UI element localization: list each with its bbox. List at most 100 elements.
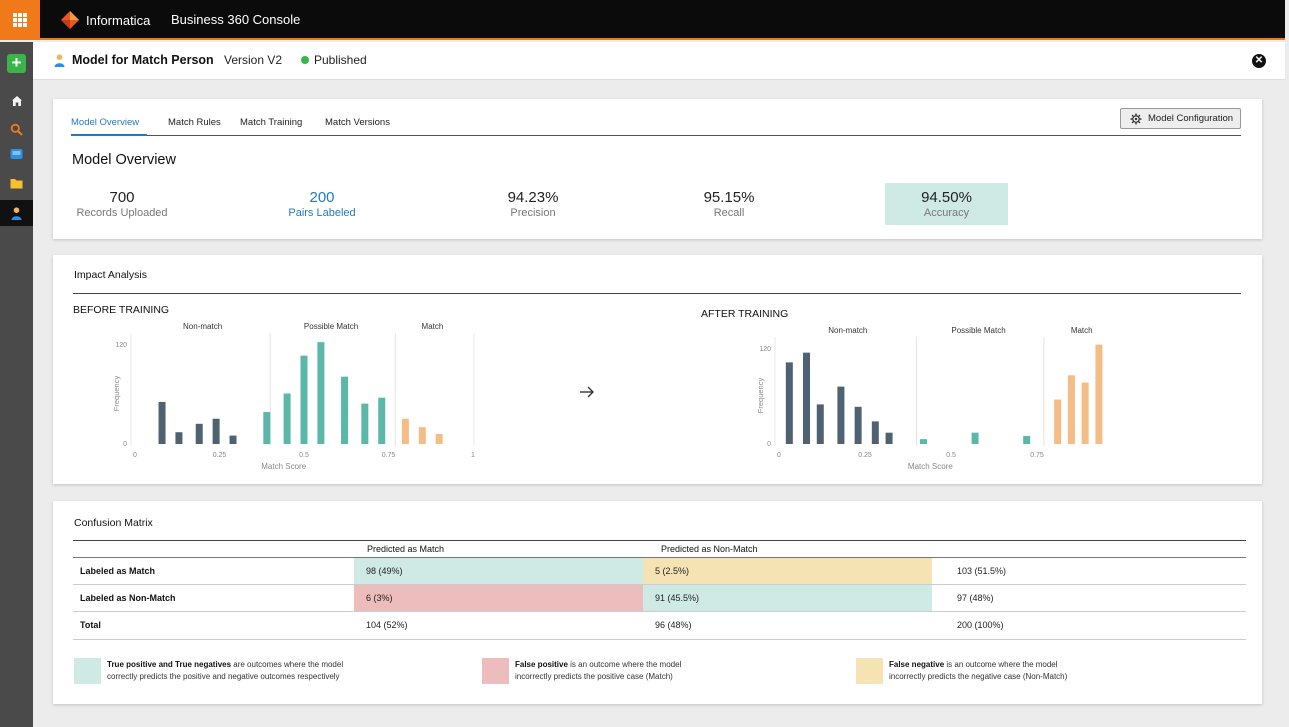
matrix-cell-false-negative: 5 (2.5%) [643, 558, 932, 584]
column-header: Predicted as Non-Match [661, 544, 758, 554]
matrix-cell-true-positive: 98 (49%) [354, 558, 643, 584]
x-axis-label: Match Score [908, 462, 953, 471]
after-training-histogram: Non-match Possible Match Match 120 0 Frequenc… [756, 326, 1103, 471]
before-training-title: BEFORE TRAINING [73, 304, 170, 316]
y-axis-label: Frequency [112, 376, 121, 412]
legend-swatch-false-positive [482, 658, 509, 684]
histogram-bar [854, 406, 862, 444]
region-label: Non-match [183, 322, 222, 331]
search-icon[interactable] [0, 116, 33, 142]
x-tick-label: 0 [777, 452, 781, 459]
app-switcher-button[interactable] [0, 0, 40, 40]
divider [73, 540, 1246, 541]
histogram-bar [785, 362, 793, 444]
grid-icon [13, 13, 27, 27]
x-tick-label: 1 [471, 452, 475, 459]
region-label: Possible Match [304, 322, 358, 331]
home-icon[interactable] [0, 88, 33, 114]
stat-label: Records Uploaded [76, 207, 168, 219]
histogram-bar [158, 401, 166, 444]
page-title: Model for Match Person [72, 53, 214, 67]
model-configuration-label: Model Configuration [1148, 113, 1234, 124]
histogram-bar [212, 418, 220, 444]
stat-label: Recall [713, 207, 745, 219]
matrix-cell-false-positive: 6 (3%) [354, 585, 643, 611]
histogram-bar [229, 435, 237, 444]
histogram-bar [816, 404, 824, 444]
legend-swatch-false-negative [856, 658, 883, 684]
y-tick-label: 120 [759, 346, 771, 353]
histogram-bar [871, 421, 879, 444]
active-tab-indicator [71, 134, 147, 136]
tab-model-overview[interactable]: Model Overview [71, 117, 140, 128]
legend-false-positive: False positive is an outcome where the m… [515, 659, 795, 683]
tab-match-training[interactable]: Match Training [240, 117, 303, 128]
stat-recall: 95.15% Recall [679, 183, 779, 225]
region-label: Possible Match [951, 326, 1005, 335]
x-tick-label: 0 [133, 452, 137, 459]
legend-term: True positive and True negatives [107, 660, 232, 669]
left-nav: + [0, 42, 33, 727]
histogram-bar [378, 397, 386, 444]
histogram-bar [317, 342, 325, 444]
tab-bar: Model Overview Match Rules Match Trainin… [71, 113, 1241, 136]
before-training-histogram: Non-match Possible Match Match 120 0 Frequenc… [112, 322, 475, 471]
legend-text: is an outcome where the model [944, 660, 1058, 669]
stat-value: 700 [109, 189, 135, 206]
status-badge: Published [314, 53, 367, 67]
x-tick-label: 0.25 [858, 452, 872, 459]
stat-value: 95.15% [703, 189, 755, 206]
inbox-icon[interactable] [0, 141, 33, 167]
folder-icon[interactable] [0, 170, 33, 196]
region-label: Match [1071, 326, 1093, 335]
gear-icon [1130, 113, 1142, 124]
brand[interactable]: Informatica [60, 10, 150, 30]
histogram-bar [1023, 435, 1031, 444]
stat-precision: 94.23% Precision [483, 183, 583, 225]
close-icon[interactable]: ✕ [1252, 54, 1266, 68]
after-training-title: AFTER TRAINING [701, 308, 789, 320]
histogram-bar [300, 355, 308, 444]
region-label: Match [422, 322, 444, 331]
divider [73, 584, 1246, 585]
y-tick-label: 0 [767, 441, 771, 448]
model-overview-card: Model Overview Match Rules Match Trainin… [53, 99, 1262, 239]
histogram-bar [283, 393, 291, 444]
person-icon[interactable] [0, 200, 33, 226]
region-label: Non-match [828, 326, 867, 335]
divider [73, 611, 1246, 612]
stat-records-uploaded: 700 Records Uploaded [73, 183, 171, 225]
stat-label: Pairs Labeled [288, 207, 356, 219]
legend-text: incorrectly predicts the negative case (… [889, 672, 1068, 681]
tab-match-versions[interactable]: Match Versions [325, 117, 390, 128]
top-bar: Informatica Business 360 Console [0, 0, 1285, 40]
y-tick-label: 120 [115, 342, 127, 349]
legend-text: is an outcome where the model [567, 660, 682, 669]
stat-pairs-labeled[interactable]: 200 Pairs Labeled [272, 183, 372, 225]
divider [73, 293, 1241, 294]
legend-false-negative: False negative is an outcome where the m… [889, 659, 1169, 683]
stat-value: 94.50% [921, 189, 972, 206]
histogram-bar [418, 427, 426, 444]
x-tick-label: 0.5 [299, 452, 309, 459]
histogram-bar [1067, 375, 1075, 444]
y-axis-label: Frequency [756, 378, 765, 414]
create-new-button[interactable]: + [7, 54, 26, 73]
histogram-bar [1054, 399, 1062, 444]
histogram-bar [1095, 344, 1103, 444]
person-icon [54, 54, 65, 67]
histogram-bar [195, 423, 203, 444]
tab-match-rules[interactable]: Match Rules [168, 117, 221, 128]
histogram-bar [971, 432, 979, 444]
informatica-logo-icon [61, 11, 79, 29]
page-header: Model for Match Person Version V2 Publis… [33, 42, 1285, 80]
divider [73, 557, 1246, 558]
histogram-bar [361, 403, 369, 444]
model-configuration-button[interactable]: Model Configuration [1120, 108, 1241, 129]
x-tick-label: 0.75 [382, 452, 396, 459]
histogram-bar [803, 352, 811, 444]
divider [73, 639, 1246, 640]
x-tick-label: 0.5 [946, 452, 956, 459]
histogram-bar [401, 418, 409, 444]
x-tick-label: 0.25 [213, 452, 227, 459]
